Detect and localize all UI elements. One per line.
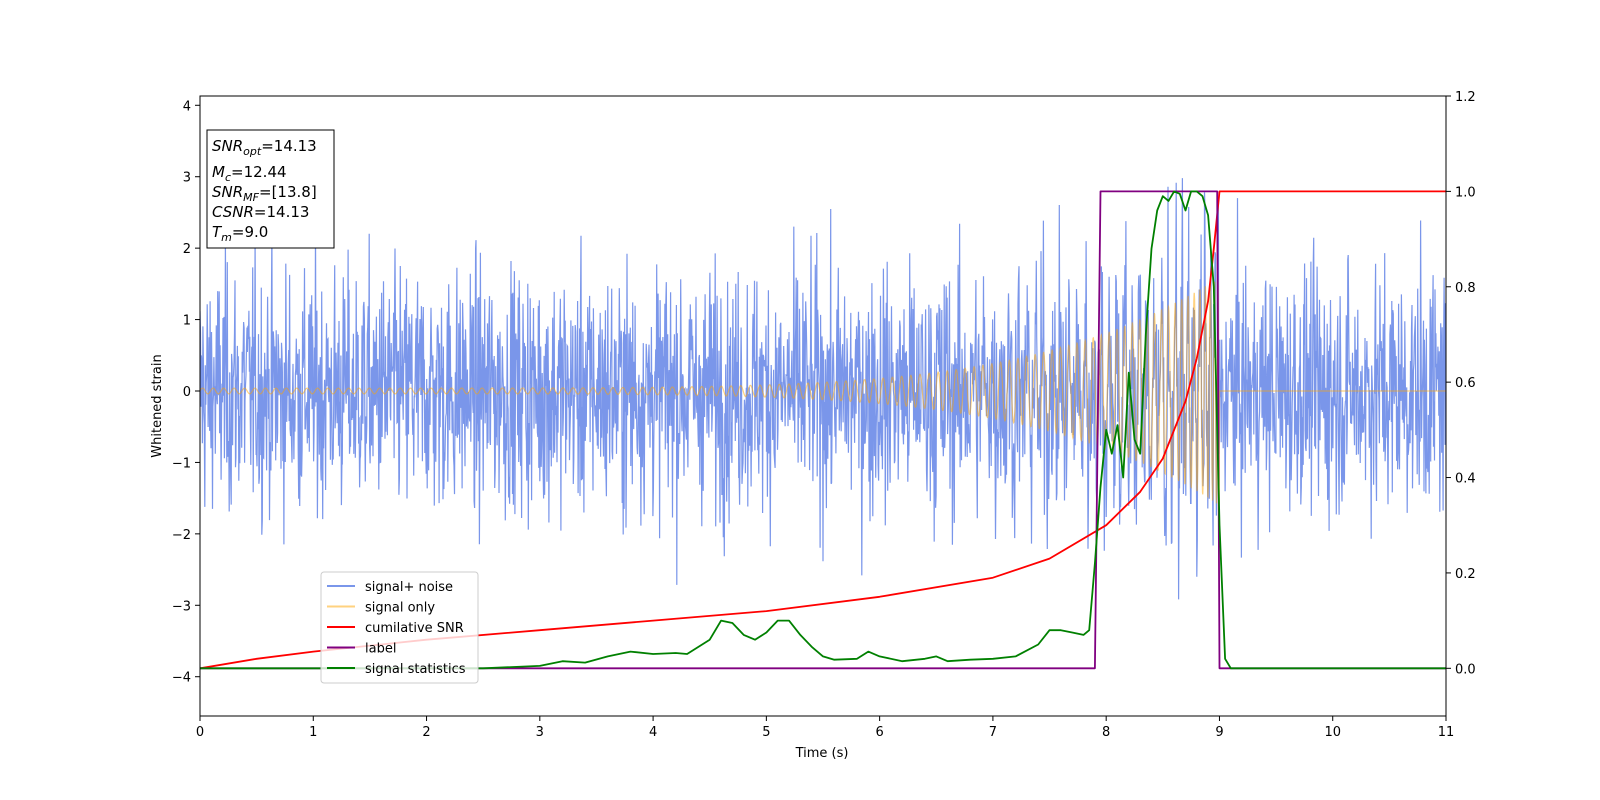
- x-tick-label: 6: [875, 725, 883, 740]
- series-signal-noise: [200, 178, 1446, 600]
- y-left-tick-label: −1: [172, 456, 191, 471]
- legend-label: signal statistics: [365, 662, 466, 677]
- y-right-tick-label: 0.0: [1455, 662, 1476, 677]
- y-right-axis: 0.0 0.2 0.4 0.6 0.8 1.0 1.2: [1446, 90, 1476, 677]
- y-left-tick-label: −3: [172, 599, 191, 614]
- x-tick-label: 9: [1215, 725, 1223, 740]
- y-left-tick-label: −4: [172, 671, 191, 686]
- x-axis-label: Time (s): [795, 746, 849, 761]
- y-right-tick-label: 0.6: [1455, 376, 1476, 391]
- x-tick-label: 2: [422, 725, 430, 740]
- y-left-tick-label: 2: [183, 242, 191, 257]
- y-left-tick-label: 1: [183, 314, 191, 329]
- y-right-tick-label: 1.2: [1455, 90, 1476, 105]
- y-left-tick-label: 0: [183, 385, 191, 400]
- y-right-tick-label: 0.8: [1455, 281, 1476, 296]
- x-tick-label: 7: [989, 725, 997, 740]
- y-right-tick-label: 1.0: [1455, 185, 1476, 200]
- y-left-axis: −4 −3 −2 −1 0 1 2 3 4: [172, 99, 200, 686]
- y-left-tick-label: 4: [183, 99, 191, 114]
- series-signal-statistics: [200, 190, 1446, 670]
- y-right-tick-label: 0.2: [1455, 567, 1476, 582]
- legend-label: signal+ noise: [365, 580, 453, 595]
- y-right-tick-label: 0.4: [1455, 472, 1476, 487]
- x-tick-label: 11: [1438, 725, 1455, 740]
- annotation-line: SNRopt=14.13: [212, 137, 317, 158]
- x-tick-label: 5: [762, 725, 770, 740]
- series-signal-only: [200, 279, 1446, 504]
- y-left-tick-label: −2: [172, 528, 191, 543]
- x-tick-label: 4: [649, 725, 657, 740]
- legend: signal+ noise signal only cumilative SNR la…: [320, 571, 479, 684]
- annotation-line: CSNR=14.13: [212, 203, 309, 221]
- x-axis: 0 1 2 3 4 5 6 7 8 9 10 11: [196, 716, 1454, 740]
- x-tick-label: 8: [1102, 725, 1110, 740]
- x-tick-label: 1: [309, 725, 317, 740]
- x-tick-label: 10: [1324, 725, 1341, 740]
- legend-frame: [320, 571, 479, 684]
- x-tick-label: 3: [536, 725, 544, 740]
- legend-label: signal only: [365, 601, 435, 616]
- x-tick-label: 0: [196, 725, 204, 740]
- legend-label: label: [365, 642, 396, 657]
- plot-frame: [199, 95, 1447, 717]
- y-left-tick-label: 3: [183, 171, 191, 186]
- annotation-line: Tm=9.0: [212, 223, 268, 244]
- y-axis-label: Whitened strain: [150, 354, 165, 457]
- annotation-box: SNRopt=14.13 Mc=12.44SNRMF=[13.8]CSNR=14.…: [206, 129, 335, 249]
- annotation-frame: [206, 129, 335, 249]
- legend-label: cumilative SNR: [365, 621, 464, 636]
- annotation-line: SNRMF=[13.8]: [212, 183, 317, 204]
- annotation-line: Mc=12.44: [212, 163, 287, 184]
